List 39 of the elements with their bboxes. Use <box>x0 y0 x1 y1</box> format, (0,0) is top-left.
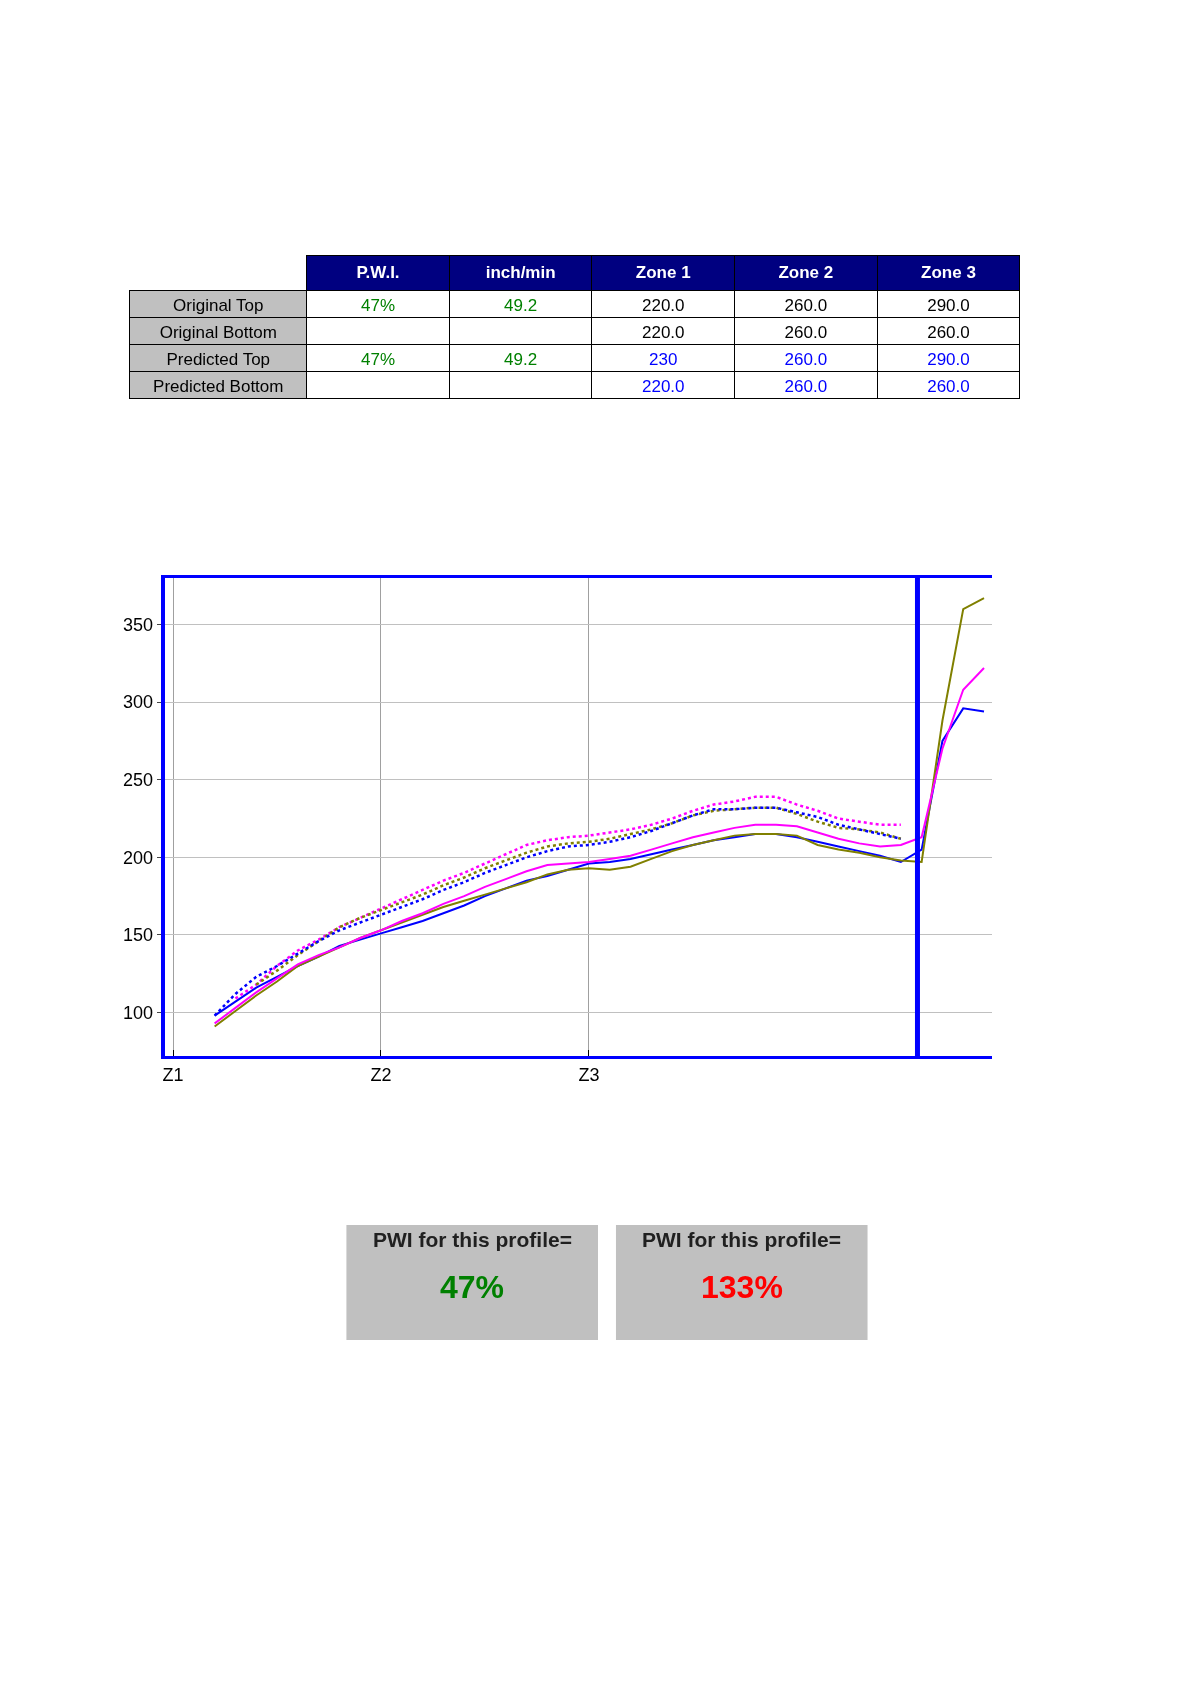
text: 260.0 <box>784 295 828 315</box>
x-tick-label: Z3 <box>578 1064 600 1085</box>
category-label: Zone 1 <box>635 263 691 282</box>
y-tick-label: 100 <box>123 1002 154 1023</box>
y-tick-label: 200 <box>123 847 154 868</box>
y-tick-label: 350 <box>123 614 154 635</box>
x-tick-label: Z1 <box>162 1064 184 1085</box>
text: 260.0 <box>784 376 828 396</box>
y-tick-label: 150 <box>123 925 154 946</box>
text: 220.0 <box>641 376 685 396</box>
category-label: Original Top <box>173 295 264 315</box>
text: PWI for this profile= <box>373 1228 572 1251</box>
text: 260.0 <box>927 322 970 342</box>
text: 220.0 <box>641 295 685 315</box>
text: 133% <box>701 1269 783 1305</box>
text: 47% <box>440 1269 505 1305</box>
text: 290.0 <box>927 295 970 315</box>
text: 49.2 <box>504 295 538 315</box>
text: 260.0 <box>784 349 828 369</box>
category-label: Predicted Bottom <box>153 376 284 396</box>
text: 230 <box>649 349 678 369</box>
text: 260.0 <box>927 376 970 396</box>
category-label: P.W.I. <box>356 263 400 282</box>
text: 47% <box>361 295 396 315</box>
category-label: inch/min <box>485 263 556 282</box>
text: 260.0 <box>784 322 828 342</box>
text: 290.0 <box>927 349 970 369</box>
category-label: Original Bottom <box>159 322 277 342</box>
x-tick-label: Z2 <box>370 1064 392 1085</box>
y-tick-label: 250 <box>123 770 154 791</box>
text: 220.0 <box>641 322 685 342</box>
y-tick-label: 300 <box>123 692 154 713</box>
text: 47% <box>361 349 396 369</box>
category-label: Zone 3 <box>921 263 976 282</box>
line-series <box>213 597 986 1028</box>
category-label: Zone 2 <box>778 263 834 282</box>
text: PWI for this profile= <box>642 1228 841 1251</box>
category-label: Predicted Top <box>166 349 271 369</box>
text: 49.2 <box>504 349 538 369</box>
